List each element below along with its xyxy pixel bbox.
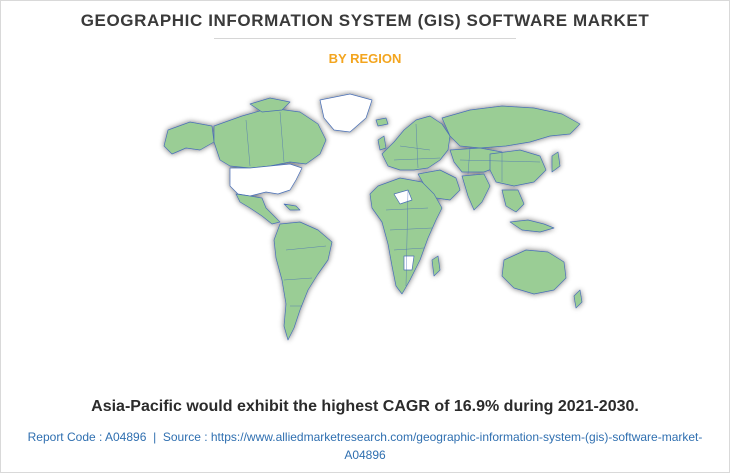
region-new-zealand: [573, 289, 583, 309]
border-lines-europe: [393, 123, 441, 169]
title-divider: [214, 38, 516, 39]
region-south-america: [273, 221, 333, 341]
world-map: [163, 93, 583, 341]
region-mexico: [235, 193, 281, 225]
region-uk: [377, 135, 387, 151]
page-subtitle: BY REGION: [328, 51, 402, 66]
region-japan: [551, 151, 561, 173]
region-madagascar: [431, 255, 441, 277]
page-title: GEOGRAPHIC INFORMATION SYSTEM (GIS) SOFT…: [80, 11, 650, 30]
region-southeast-asia: [501, 189, 525, 213]
region-australia: [501, 249, 567, 295]
key-finding: Asia-Pacific would exhibit the highest C…: [91, 398, 639, 415]
region-africa-highlight-south: [403, 255, 415, 271]
border-lines-canada: [245, 111, 285, 167]
region-iceland: [375, 117, 389, 127]
region-caribbean: [283, 203, 301, 211]
citation-separator: |: [153, 430, 157, 444]
region-russia: [441, 105, 581, 149]
region-alaska: [163, 121, 215, 155]
region-china: [489, 149, 547, 187]
region-united-states: [229, 163, 303, 197]
region-africa: [369, 177, 443, 295]
region-indonesia: [509, 219, 555, 233]
source-citation: Report Code : A04896 | Source : https://…: [20, 428, 710, 464]
source-link[interactable]: Source : https://www.alliedmarketresearc…: [162, 430, 703, 462]
region-canada: [213, 107, 327, 169]
region-africa-highlight-north: [393, 189, 413, 205]
border-lines-south-america: [283, 245, 327, 307]
border-lines-africa: [385, 189, 433, 287]
region-india: [461, 173, 491, 211]
border-lines-asia: [459, 147, 541, 182]
region-greenland: [319, 93, 373, 133]
region-europe: [381, 115, 451, 171]
report-code: Report Code : A04896: [27, 430, 147, 444]
region-arctic-islands: [249, 97, 291, 113]
